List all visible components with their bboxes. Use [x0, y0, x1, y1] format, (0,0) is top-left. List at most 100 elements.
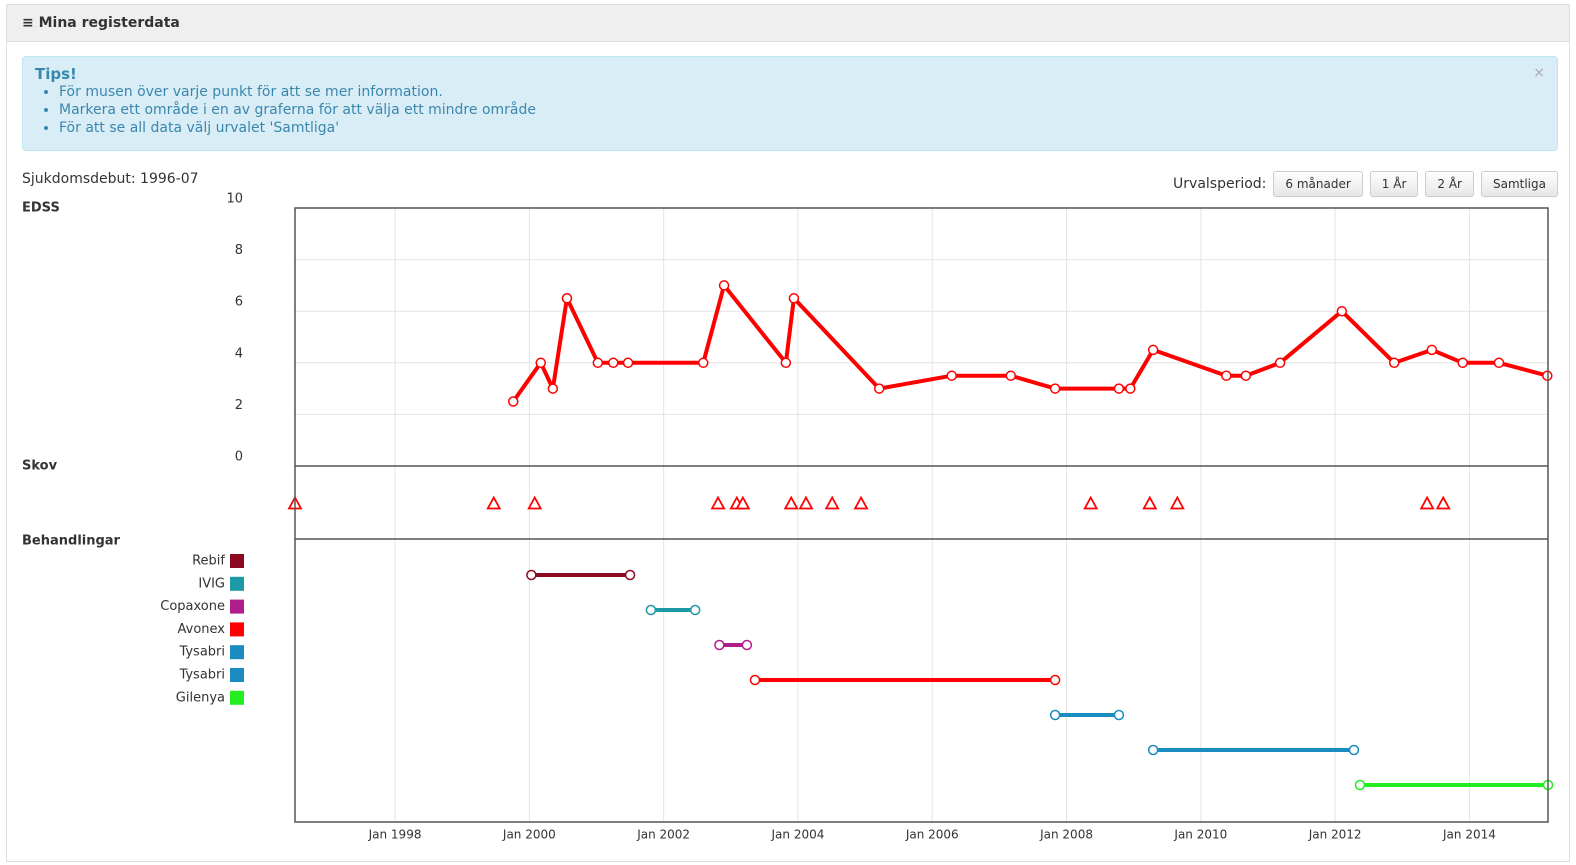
treatment-start — [1354, 779, 1366, 791]
relapse-marker — [1419, 495, 1435, 510]
period-button[interactable]: 6 månader — [1273, 171, 1363, 197]
treatment-end — [1348, 744, 1360, 756]
tip-item: För att se all data välj urvalet 'Samtli… — [59, 119, 1545, 137]
legend-swatch — [230, 576, 244, 591]
tip-item: Markera ett område i en av graferna för … — [59, 101, 1545, 119]
legend-swatch — [230, 690, 244, 705]
y-tick-label: 0 — [235, 450, 243, 465]
relapse-marker — [824, 495, 840, 510]
edss-point — [1240, 370, 1252, 381]
plot-border — [294, 207, 1549, 823]
edss-point — [1049, 383, 1061, 394]
treatment-end — [689, 604, 701, 616]
legend-label: Gilenya — [176, 690, 225, 705]
edss-point — [1336, 305, 1348, 317]
x-tick-label: Jan 2008 — [1039, 828, 1093, 842]
legend-swatch — [230, 554, 244, 568]
tip-item: För musen över varje punkt för att se me… — [59, 83, 1545, 101]
panel-title: Skov — [22, 459, 58, 474]
relapse-marker — [1142, 495, 1158, 510]
legend-swatch — [230, 668, 244, 682]
y-tick-label: 10 — [226, 192, 243, 207]
x-tick-label: Jan 1998 — [368, 828, 422, 842]
relapse-marker — [710, 495, 726, 510]
treatment-start — [1049, 709, 1061, 721]
panel-title: EDSS — [22, 201, 60, 216]
treatment-end — [1113, 709, 1125, 721]
relapse-marker — [853, 495, 869, 510]
period-label: Urvalsperiod: — [1173, 176, 1267, 192]
tips-title: Tips! — [35, 65, 77, 83]
edss-point — [608, 357, 619, 369]
edss-point — [1388, 357, 1400, 369]
relapse-marker — [735, 495, 751, 510]
treatment-start — [1147, 744, 1159, 756]
edss-point — [873, 383, 885, 394]
legend-label: Copaxone — [160, 599, 225, 614]
edss-line — [511, 283, 1548, 403]
edss-point — [507, 396, 519, 407]
period-button[interactable]: 2 År — [1425, 171, 1474, 197]
period-button[interactable]: 1 År — [1369, 171, 1419, 197]
legend-label: Tysabri — [178, 668, 225, 683]
relapse-marker — [527, 495, 543, 510]
edss-point — [1125, 383, 1136, 394]
panel-title: Behandlingar — [22, 534, 121, 549]
legend-label: Tysabri — [178, 645, 225, 660]
treatment-start — [714, 639, 725, 651]
panel-frame — [6, 4, 1570, 862]
edss-point — [718, 280, 730, 291]
legend-swatch — [230, 622, 244, 637]
legend-label: IVIG — [198, 576, 225, 591]
y-tick-label: 2 — [235, 398, 243, 413]
x-tick-label: Jan 2004 — [771, 828, 825, 842]
legend-label: Avonex — [178, 622, 226, 637]
edss-point — [1493, 357, 1505, 369]
tips-box: Tips! × För musen över varje punkt för a… — [22, 56, 1558, 151]
edss-point — [535, 357, 547, 369]
treatment-end — [1049, 674, 1061, 686]
period-button[interactable]: Samtliga — [1480, 171, 1558, 197]
relapse-marker — [1083, 495, 1099, 510]
edss-point — [1005, 370, 1017, 381]
x-tick-label: Jan 2002 — [636, 828, 690, 842]
x-tick-label: Jan 2000 — [502, 828, 556, 842]
y-tick-label: 4 — [235, 346, 243, 361]
period-controls: Urvalsperiod: 6 månader 1 År 2 År Samtliga — [1173, 171, 1558, 197]
edss-point — [780, 357, 792, 369]
edss-point — [561, 293, 573, 304]
edss-point — [592, 357, 604, 369]
x-tick-label: Jan 2006 — [905, 828, 959, 842]
edss-point — [1147, 344, 1159, 356]
x-tick-label: Jan 2012 — [1308, 828, 1362, 842]
edss-point — [1426, 344, 1438, 356]
relapse-marker — [486, 495, 502, 510]
relapse-marker — [1435, 495, 1451, 510]
x-tick-label: Jan 2014 — [1442, 828, 1496, 842]
legend-label: Rebif — [192, 554, 225, 569]
edss-point — [698, 357, 709, 369]
edss-point — [946, 370, 957, 381]
edss-point — [547, 383, 559, 394]
treatment-end — [741, 639, 753, 651]
onset-label: Sjukdomsdebut: 1996-07 — [22, 171, 199, 187]
close-button[interactable]: × — [1533, 65, 1545, 81]
treatment-start — [645, 604, 657, 616]
panel-header: ≡ Mina registerdata — [7, 5, 1569, 42]
edss-point — [1221, 370, 1232, 381]
tips-list: För musen över varje punkt för att se me… — [35, 83, 1545, 137]
y-tick-label: 6 — [235, 295, 243, 310]
relapse-marker — [798, 495, 814, 510]
legend-swatch — [230, 645, 244, 660]
edss-point — [1457, 357, 1468, 369]
edss-point — [1274, 357, 1286, 369]
treatment-start — [526, 569, 537, 581]
y-tick-label: 8 — [235, 243, 243, 258]
relapse-marker — [783, 495, 799, 510]
edss-point — [788, 293, 800, 304]
legend-swatch — [230, 599, 244, 614]
relapse-marker — [1169, 495, 1185, 510]
treatment-end — [624, 569, 636, 581]
